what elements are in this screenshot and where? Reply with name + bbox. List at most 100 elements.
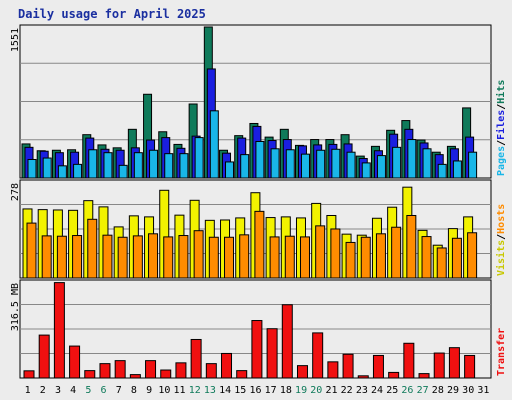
transfer-bar-day-10 (160, 369, 172, 379)
transfer-bar-day-22 (342, 353, 354, 379)
x-tick-label-day-2: 2 (40, 385, 46, 396)
side-label-part: Transfer (496, 328, 507, 376)
x-tick-label-day-25: 25 (386, 385, 398, 396)
transfer-bar-day-4 (69, 345, 81, 379)
x-tick-label-day-12: 12 (189, 385, 201, 396)
pages-bar-day-30 (468, 151, 478, 179)
transfer-bar-day-1 (23, 370, 35, 379)
x-tick-label-day-30: 30 (462, 385, 474, 396)
x-tick-label-day-21: 21 (325, 385, 337, 396)
transfer-bar-day-13 (205, 363, 217, 379)
transfer-bar-day-5 (84, 370, 96, 379)
pages-bar-day-19 (300, 153, 310, 179)
pages-bar-day-5 (88, 149, 98, 179)
sites-bar-day-28 (436, 247, 447, 279)
y-max-label-3: 316.5 MB (10, 283, 21, 331)
transfer-bar-day-3 (53, 282, 65, 379)
pages-bar-day-14 (225, 161, 235, 179)
side-label-1: Pages/Files/Hits (495, 80, 507, 176)
transfer-bar-day-24 (372, 354, 384, 379)
x-tick-label-day-22: 22 (341, 385, 353, 396)
side-label-part: Hits (495, 80, 507, 104)
side-label-part: Files (495, 110, 507, 140)
transfer-bar-day-20 (312, 332, 324, 379)
sites-bar-day-5 (87, 218, 98, 279)
sites-bar-day-10 (163, 236, 174, 279)
sites-bar-day-3 (56, 235, 67, 279)
x-tick-label-day-31: 31 (477, 385, 489, 396)
pages-bar-day-7 (118, 164, 128, 179)
x-tick-label-day-29: 29 (447, 385, 459, 396)
pages-bar-day-27 (422, 148, 432, 179)
transfer-bar-day-8 (129, 374, 141, 379)
sites-bar-day-8 (132, 235, 143, 279)
side-label-3: Transfer (496, 328, 507, 376)
sites-bar-day-2 (41, 235, 52, 279)
side-label-2: Visits/Hosts (495, 204, 507, 276)
pages-bar-day-4 (73, 163, 83, 179)
side-label-part: Pages (496, 146, 507, 176)
pages-bar-day-1 (27, 159, 37, 179)
sites-bar-day-29 (451, 237, 462, 279)
x-tick-label-day-19: 19 (295, 385, 307, 396)
transfer-bar-day-11 (175, 362, 187, 379)
sites-bar-day-14 (224, 236, 235, 279)
x-tick-label-day-17: 17 (265, 385, 277, 396)
pages-bar-day-15 (240, 154, 250, 179)
x-tick-label-day-13: 13 (204, 385, 216, 396)
sites-bar-day-20 (315, 225, 326, 279)
transfer-bar-day-25 (388, 371, 400, 379)
sites-bar-day-30 (467, 232, 478, 279)
pages-bar-day-8 (133, 152, 143, 179)
pages-bar-day-9 (149, 149, 159, 179)
pages-bar-day-10 (164, 153, 174, 179)
transfer-bar-day-27 (418, 373, 430, 379)
transfer-bar-day-30 (464, 354, 476, 379)
x-tick-label-day-3: 3 (55, 385, 61, 396)
pages-bar-day-2 (42, 157, 52, 179)
pages-bar-day-6 (103, 152, 113, 179)
transfer-bar-day-26 (403, 342, 415, 379)
sites-bar-day-19 (299, 236, 310, 279)
sites-bar-day-26 (406, 214, 417, 279)
sites-bar-day-15 (239, 234, 250, 279)
side-label-part: Hosts (496, 204, 507, 234)
y-max-label-1: 1551 (10, 28, 21, 52)
pages-bar-day-22 (346, 151, 356, 179)
x-tick-label-day-27: 27 (417, 385, 429, 396)
pages-bar-day-23 (361, 162, 371, 179)
x-tick-label-day-10: 10 (158, 385, 170, 396)
x-tick-label-day-14: 14 (219, 385, 231, 396)
sites-bar-day-25 (391, 226, 402, 279)
x-tick-label-day-23: 23 (356, 385, 368, 396)
transfer-bar-day-21 (327, 361, 339, 379)
x-tick-label-day-9: 9 (146, 385, 152, 396)
x-tick-label-day-15: 15 (234, 385, 246, 396)
x-tick-label-day-8: 8 (131, 385, 137, 396)
x-tick-label-day-4: 4 (70, 385, 76, 396)
transfer-bar-day-14 (221, 352, 233, 379)
sites-bar-day-21 (330, 228, 341, 279)
x-tick-label-day-1: 1 (25, 385, 31, 396)
pages-bar-day-25 (392, 146, 402, 179)
transfer-bar-day-2 (38, 334, 50, 379)
side-label-part: / (496, 140, 507, 146)
pages-bar-day-28 (437, 163, 447, 179)
pages-bar-day-16 (255, 140, 265, 179)
sites-bar-day-1 (26, 222, 37, 279)
sites-bar-day-24 (375, 233, 386, 279)
pages-bar-day-3 (57, 165, 67, 179)
x-tick-label-day-18: 18 (280, 385, 292, 396)
transfer-bar-day-29 (448, 347, 460, 379)
transfer-bar-day-28 (433, 352, 445, 379)
chart-title: Daily usage for April 2025 (18, 7, 206, 21)
sites-bar-day-6 (102, 234, 113, 279)
sites-bar-day-17 (269, 236, 280, 279)
pages-bar-day-18 (285, 149, 295, 179)
y-max-label-2: 278 (10, 183, 21, 201)
x-tick-label-day-6: 6 (101, 385, 107, 396)
x-tick-label-day-24: 24 (371, 385, 383, 396)
sites-bar-day-7 (117, 236, 128, 279)
side-label-part: / (496, 104, 507, 110)
pages-bar-day-21 (331, 148, 341, 179)
